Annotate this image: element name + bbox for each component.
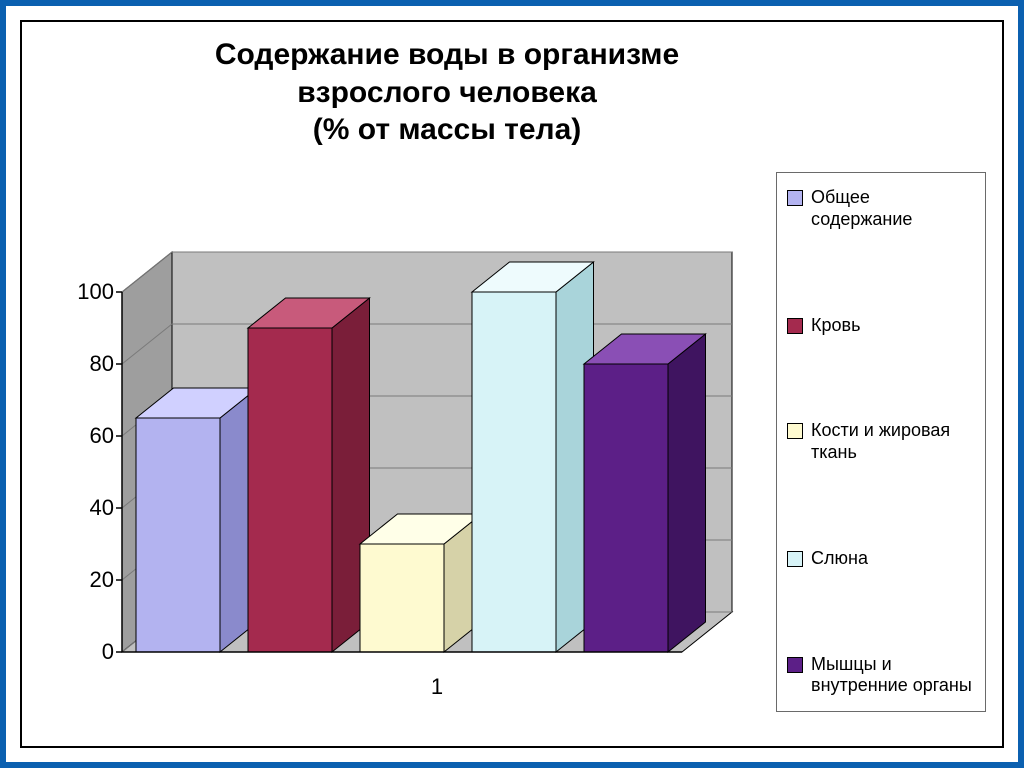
legend-swatch (787, 190, 803, 206)
legend-label: Общее содержание (811, 187, 975, 230)
y-tick-label: 60 (54, 423, 114, 449)
title-line-2: взрослого человека (152, 74, 742, 112)
legend-label: Кровь (811, 315, 860, 337)
legend-swatch (787, 551, 803, 567)
legend-item: Кровь (787, 315, 975, 337)
legend-swatch (787, 657, 803, 673)
y-tick-label: 20 (54, 567, 114, 593)
legend-swatch (787, 318, 803, 334)
legend-label: Слюна (811, 548, 868, 570)
legend-item: Кости и жировая ткань (787, 420, 975, 463)
chart-panel: Содержание воды в организме взрослого че… (20, 20, 1004, 748)
legend-item: Общее содержание (787, 187, 975, 230)
y-tick-label: 80 (54, 351, 114, 377)
bar-chart-3d: 0204060801001 (82, 252, 742, 692)
legend: Общее содержание Кровь Кости и жировая тка… (776, 172, 986, 712)
y-tick-label: 40 (54, 495, 114, 521)
title-line-3: (% от массы тела) (152, 111, 742, 149)
x-category-label: 1 (417, 674, 457, 700)
y-tick-label: 100 (54, 279, 114, 305)
legend-item: Мышцы и внутренние органы (787, 654, 975, 697)
legend-item: Слюна (787, 548, 975, 570)
legend-label: Мышцы и внутренние органы (811, 654, 975, 697)
outer-frame: Содержание воды в организме взрослого че… (0, 0, 1024, 768)
legend-label: Кости и жировая ткань (811, 420, 975, 463)
chart-title: Содержание воды в организме взрослого че… (152, 36, 742, 149)
y-tick-label: 0 (54, 639, 114, 665)
chart-svg (82, 252, 742, 692)
title-line-1: Содержание воды в организме (152, 36, 742, 74)
legend-swatch (787, 423, 803, 439)
